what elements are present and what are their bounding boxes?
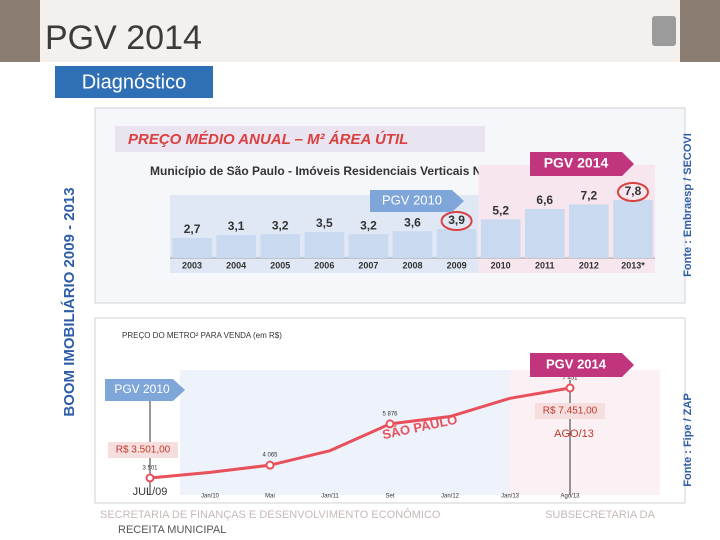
x-tick-label: 2003 <box>182 260 202 270</box>
bar <box>348 234 389 258</box>
value-label: 3,1 <box>228 219 245 233</box>
source: Fonte : Fipe / ZAP <box>682 393 694 487</box>
x-tick-label: 2012 <box>579 260 599 270</box>
chart-title: PREÇO DO METRO² PARA VENDA (em R$) <box>122 331 282 340</box>
value-label: 3 501 <box>142 466 158 472</box>
bar <box>480 219 521 258</box>
annotation: PGV 2010 <box>114 382 170 396</box>
header-panel <box>40 0 680 62</box>
arrow-shape <box>530 152 634 176</box>
point <box>565 383 575 393</box>
highlight <box>616 182 649 202</box>
logo <box>652 16 676 46</box>
annotation: AGO/13 <box>554 428 594 440</box>
footer-sub: RECEITA MUNICIPAL <box>118 524 226 536</box>
x-tick-label: 2005 <box>270 260 290 270</box>
bar <box>172 237 212 258</box>
x-tick-label: 2010 <box>491 260 511 270</box>
value-label: 7,2 <box>581 189 598 203</box>
bar <box>613 200 653 258</box>
x-tick-label: 2013* <box>621 260 645 270</box>
annotation: R$ 3.501,00 <box>116 445 171 456</box>
x-tick-label: 2006 <box>314 260 334 270</box>
bar <box>304 231 345 258</box>
value-label: 3,6 <box>404 215 421 229</box>
value-label: 7,8 <box>625 184 642 198</box>
arrow-shape <box>370 190 464 212</box>
value-label: 3,2 <box>272 218 289 232</box>
chart-title: PREÇO MÉDIO ANUAL – M² ÁREA ÚTIL <box>128 130 408 148</box>
annotation: PGV 2010 <box>382 192 442 207</box>
x-tick-label: Jan/12 <box>441 494 460 500</box>
x-tick-label: 2009 <box>447 260 467 270</box>
price-line <box>149 386 571 480</box>
chart-subtitle: Município de São Paulo - Imóveis Residen… <box>150 164 510 178</box>
section-box <box>55 66 213 98</box>
annotation: R$ 7.451,00 <box>543 406 598 417</box>
value-label: 6,6 <box>536 193 553 207</box>
pgv2010-zone <box>180 370 510 495</box>
x-tick-label: Jan/13 <box>501 494 520 500</box>
point <box>385 419 395 429</box>
value-label: 5,2 <box>492 204 509 218</box>
source: Fonte : Embraesp / SECOVI <box>682 133 694 277</box>
value-label: 2,7 <box>184 222 201 236</box>
side-label: BOOM IMOBILIÁRIO 2009 - 2013 <box>61 187 78 416</box>
section-title: Diagnóstico <box>82 71 187 93</box>
x-tick-label: Set <box>385 494 394 500</box>
x-tick-label: Ago/13 <box>560 494 580 500</box>
bar <box>260 234 301 258</box>
highlight <box>440 211 473 231</box>
value-label: 3,5 <box>316 216 333 230</box>
annotation: PGV 2014 <box>546 356 607 371</box>
annotation: PGV 2014 <box>544 155 609 171</box>
price-box <box>108 442 178 458</box>
point <box>145 473 155 483</box>
value-label: 3,2 <box>360 218 377 232</box>
x-tick-label: 2007 <box>358 260 378 270</box>
footer-right: SUBSECRETARIA DA <box>545 509 655 521</box>
bar <box>569 204 609 258</box>
bar <box>392 231 433 258</box>
x-tick-label: Mai <box>265 494 275 500</box>
arrow-shape <box>105 379 185 401</box>
bar <box>436 229 477 258</box>
price-box <box>535 403 605 419</box>
slide-title: PGV 2014 <box>45 19 202 57</box>
point <box>265 460 275 470</box>
value-label: 5 876 <box>382 411 398 417</box>
x-tick-label: Jan/11 <box>321 494 339 500</box>
arrow-shape <box>530 353 634 377</box>
x-tick-label: 2011 <box>535 260 555 270</box>
annotation: JUL/09 <box>133 486 168 498</box>
bar <box>524 208 565 258</box>
value-label: 4 065 <box>262 453 278 459</box>
x-tick-label: 2008 <box>402 260 422 270</box>
bar <box>216 234 256 258</box>
title-bar <box>115 126 485 152</box>
pgv2014-zone <box>510 370 660 495</box>
value-label: 7 451 <box>562 376 578 382</box>
x-tick-label: 2004 <box>226 260 246 270</box>
value-label: 3,9 <box>448 213 465 227</box>
footer-left: SECRETARIA DE FINANÇAS E DESENVOLVIMENTO… <box>100 508 441 521</box>
x-tick-label: Jan/10 <box>201 494 220 500</box>
